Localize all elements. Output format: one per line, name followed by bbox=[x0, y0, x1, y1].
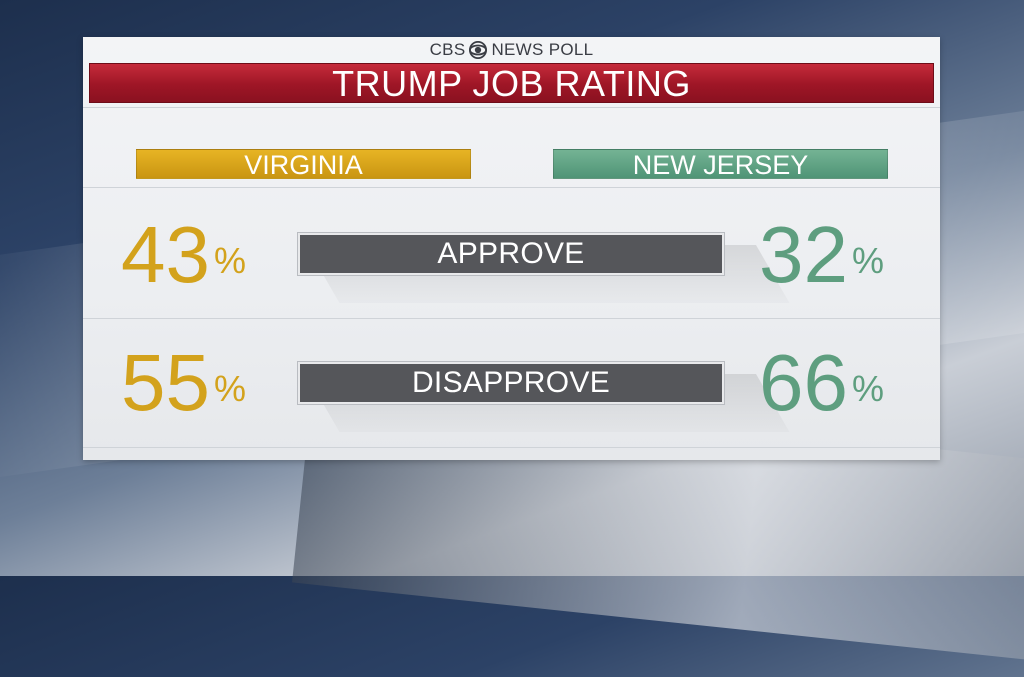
column-header-new-jersey: NEW JERSEY bbox=[553, 149, 888, 180]
value-text: 32 bbox=[759, 210, 848, 299]
new-jersey-disapprove-value: 66% bbox=[759, 343, 884, 423]
disapprove-row: DISAPPROVE bbox=[297, 361, 790, 432]
value-text: 66 bbox=[759, 338, 848, 427]
new-jersey-approve-value: 32% bbox=[759, 215, 884, 295]
divider bbox=[83, 187, 940, 188]
cbs-eye-icon bbox=[469, 41, 488, 59]
column-header-virginia: VIRGINIA bbox=[136, 149, 471, 180]
virginia-disapprove-value: 55% bbox=[121, 343, 246, 423]
divider bbox=[83, 318, 940, 319]
brand-header: CBS NEWS POLL bbox=[83, 40, 940, 60]
value-text: 55 bbox=[121, 338, 210, 427]
approve-row: APPROVE bbox=[297, 232, 790, 303]
divider bbox=[83, 107, 940, 108]
divider bbox=[83, 447, 940, 448]
poll-panel: CBS NEWS POLL TRUMP JOB RATING VIRGINIA … bbox=[83, 37, 940, 460]
percent-symbol: % bbox=[851, 368, 884, 409]
category-disapprove: DISAPPROVE bbox=[297, 361, 725, 405]
percent-symbol: % bbox=[213, 240, 246, 281]
percent-symbol: % bbox=[213, 368, 246, 409]
brand-cbs: CBS bbox=[429, 40, 466, 59]
chart-title: TRUMP JOB RATING bbox=[89, 63, 934, 104]
value-text: 43 bbox=[121, 210, 210, 299]
virginia-approve-value: 43% bbox=[121, 215, 246, 295]
percent-symbol: % bbox=[851, 240, 884, 281]
brand-news-poll: NEWS POLL bbox=[491, 40, 594, 59]
category-approve: APPROVE bbox=[297, 232, 725, 276]
